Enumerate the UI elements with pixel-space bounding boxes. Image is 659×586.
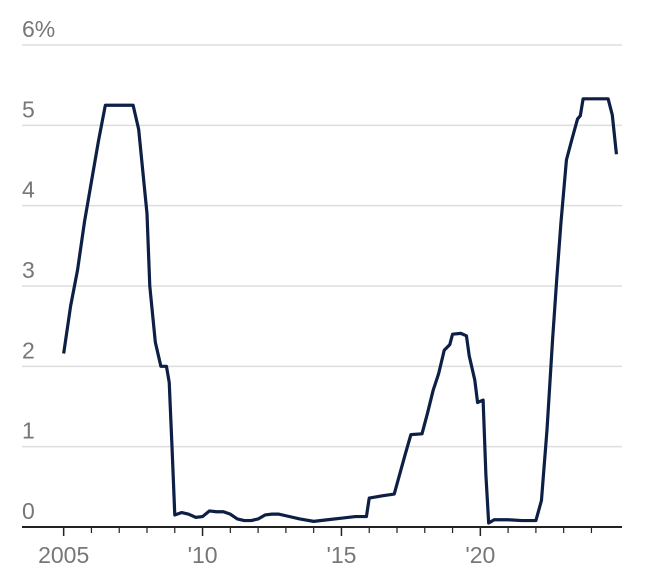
y-tick-label: 3 [22, 257, 35, 283]
y-tick-label: 6% [22, 16, 55, 42]
x-tick-label: '20 [465, 542, 495, 568]
x-tick-label: 2005 [38, 542, 89, 568]
x-tick-label: '15 [326, 542, 356, 568]
x-tick-label: '10 [188, 542, 218, 568]
y-tick-label: 0 [22, 498, 35, 524]
data-line [62, 97, 619, 525]
y-tick-label: 1 [22, 418, 35, 444]
y-tick-label: 4 [22, 177, 35, 203]
y-tick-label: 5 [22, 96, 35, 122]
y-tick-label: 2 [22, 337, 35, 363]
